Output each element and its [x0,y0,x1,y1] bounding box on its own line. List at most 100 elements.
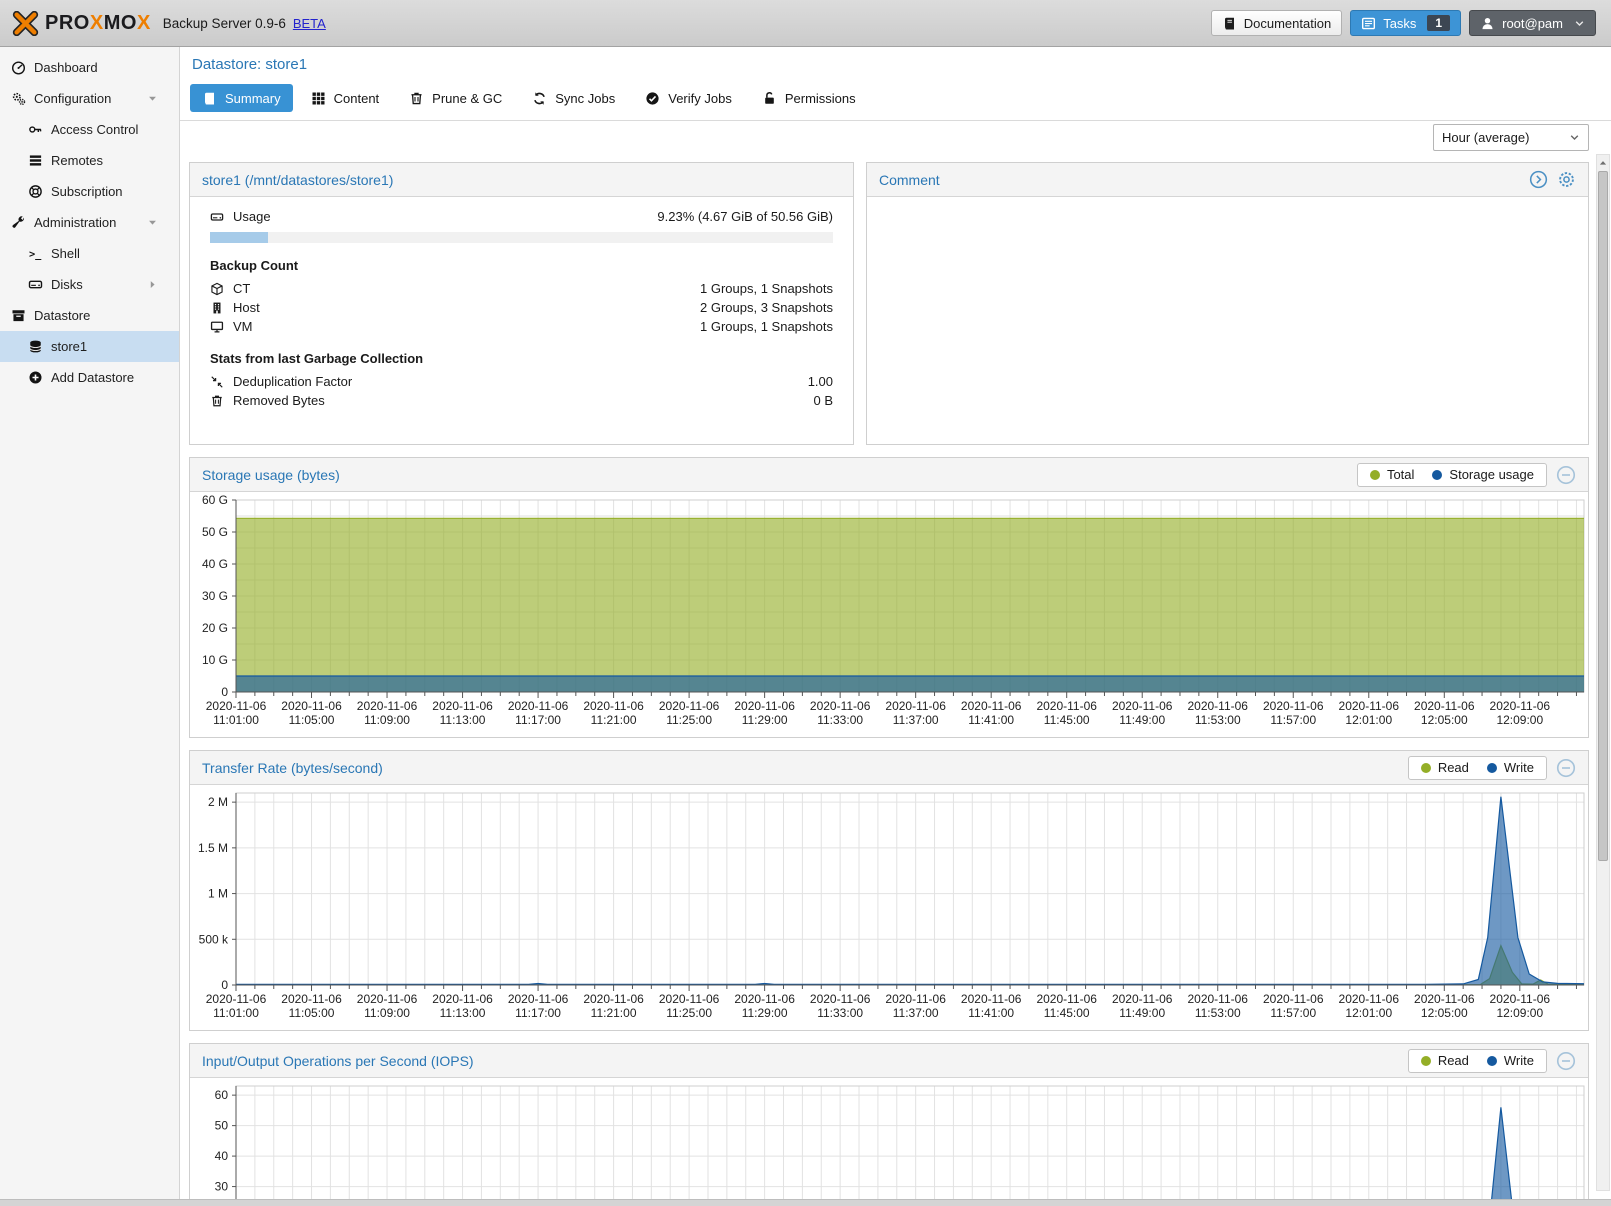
collapse-transfer-rate-icon[interactable] [1556,758,1576,778]
usage-progress-fill [210,232,268,243]
triangle-up-icon [1598,158,1608,168]
svg-text:12:05:00: 12:05:00 [1421,1006,1468,1020]
stat-value: 1 Groups, 1 Snapshots [700,319,833,334]
svg-text:2020-11-06: 2020-11-06 [810,699,871,713]
key-icon [28,122,43,137]
sidebar-item-subscription[interactable]: Subscription [0,176,179,207]
hdd-icon [28,277,43,292]
svg-text:11:13:00: 11:13:00 [440,713,486,727]
legend-item-storage-usage[interactable]: Storage usage [1432,467,1534,482]
tab-label: Sync Jobs [555,90,616,106]
tab-content[interactable]: Content [299,84,392,112]
panel-iops: Input/Output Operations per Second (IOPS… [189,1043,1589,1199]
tab-permissions[interactable]: Permissions [750,84,868,112]
sidebar-item-disks[interactable]: Disks [0,269,179,300]
tab-verify-jobs[interactable]: Verify Jobs [633,84,744,112]
svg-text:11:09:00: 11:09:00 [364,1006,410,1020]
svg-text:2020-11-06: 2020-11-06 [1339,992,1400,1006]
scrollbar-thumb[interactable] [1598,171,1608,861]
svg-text:11:53:00: 11:53:00 [1195,713,1241,727]
sidebar-item-store1[interactable]: store1 [0,331,179,362]
book-icon [202,91,217,106]
tasks-button[interactable]: Tasks 1 [1350,10,1462,36]
svg-text:2020-11-06: 2020-11-06 [810,992,871,1006]
tab-summary[interactable]: Summary [190,84,293,112]
brand-letter: X [89,11,104,34]
stat-label: Host [233,300,260,315]
legend-item-write[interactable]: Write [1486,760,1534,775]
svg-text:2020-11-06: 2020-11-06 [1112,699,1173,713]
storage-usage-chart: 010 G20 G30 G40 G50 G60 G2020-11-0611:01… [202,493,1585,727]
tab-prune-gc[interactable]: Prune & GC [397,84,514,112]
stat-value: 1.00 [807,374,833,389]
sidebar-item-add-datastore[interactable]: Add Datastore [0,362,179,393]
stat-row-ct: CT 1 Groups, 1 Snapshots [210,279,833,298]
legend-item-total[interactable]: Total [1369,467,1414,482]
stat-label: Removed Bytes [233,393,325,408]
legend-label: Write [1503,760,1534,775]
scroll-up-button[interactable] [1597,155,1609,170]
svg-text:2020-11-06: 2020-11-06 [885,992,946,1006]
transfer-rate-legend[interactable]: Read Write [1407,755,1547,780]
svg-text:11:17:00: 11:17:00 [515,1006,561,1020]
collapse-storage-usage-icon[interactable] [1556,465,1576,485]
svg-text:11:41:00: 11:41:00 [968,1006,1014,1020]
svg-text:12:01:00: 12:01:00 [1345,713,1392,727]
user-menu-button[interactable]: root@pam [1469,10,1596,36]
legend-item-read[interactable]: Read [1420,760,1469,775]
legend-item-write[interactable]: Write [1486,1053,1534,1068]
sidebar: Dashboard Configuration Access Control Remo… [0,47,180,1199]
beta-link[interactable]: BETA [292,15,326,31]
svg-text:11:49:00: 11:49:00 [1119,1006,1165,1020]
legend-item-read[interactable]: Read [1420,1053,1469,1068]
expand-comment-icon[interactable] [1529,170,1548,189]
legend-label: Read [1437,760,1469,775]
svg-text:50: 50 [215,1119,229,1133]
storage-usage-title: Storage usage (bytes) [202,466,340,483]
sidebar-item-shell[interactable]: Shell [0,238,179,269]
sidebar-item-configuration[interactable]: Configuration [0,83,179,114]
sidebar-item-label: Configuration [34,91,112,106]
app-subtitle: Backup Server 0.9-6 [162,15,286,31]
sidebar-item-remotes[interactable]: Remotes [0,145,179,176]
compress-icon [210,375,224,389]
svg-text:11:21:00: 11:21:00 [591,713,637,727]
svg-text:11:33:00: 11:33:00 [817,1006,863,1020]
svg-text:2020-11-06: 2020-11-06 [432,992,493,1006]
vertical-scrollbar[interactable] [1596,154,1610,1191]
sidebar-item-label: Administration [34,215,117,230]
comment-body[interactable] [867,197,1588,444]
sidebar-item-label: Remotes [51,153,104,168]
svg-text:2020-11-06: 2020-11-06 [508,699,569,713]
stat-value: 2 Groups, 3 Snapshots [700,300,833,315]
tab-label: Content [333,90,380,106]
building-icon [210,301,224,315]
storage-usage-legend[interactable]: Total Storage usage [1356,462,1547,487]
bottom-scrollbar[interactable] [0,1199,1611,1206]
iops-panel-header: Input/Output Operations per Second (IOPS… [190,1044,1588,1078]
collapse-iops-icon[interactable] [1556,1051,1576,1071]
comment-settings-gear-icon[interactable] [1557,170,1576,189]
sidebar-item-access-control[interactable]: Access Control [0,114,179,145]
brand-wordmark: PROXMOX [45,12,151,35]
sync-icon [532,91,547,106]
sidebar-item-label: Access Control [51,122,139,137]
tab-sync-jobs[interactable]: Sync Jobs [520,84,627,112]
svg-text:2020-11-06: 2020-11-06 [1263,992,1324,1006]
legend-dot-icon [1369,469,1380,480]
svg-text:40 G: 40 G [202,557,228,571]
time-range-select[interactable]: Hour (average) [1433,124,1589,151]
tab-label: Summary [225,90,281,106]
section-header-backup-count: Backup Count [210,258,299,273]
sidebar-item-administration[interactable]: Administration [0,207,179,238]
sidebar-item-datastore[interactable]: Datastore [0,300,179,331]
iops-legend[interactable]: Read Write [1407,1048,1547,1073]
sidebar-item-label: store1 [51,339,88,354]
sidebar-item-label: Subscription [51,184,123,199]
documentation-button[interactable]: Documentation [1210,10,1343,36]
box-icon [11,308,26,323]
proxmox-logo[interactable]: PROXMOX [12,10,151,36]
transfer-rate-panel-header: Transfer Rate (bytes/second) Read Write [190,751,1588,785]
expand-arrow-icon [147,279,158,290]
sidebar-item-dashboard[interactable]: Dashboard [0,52,179,83]
